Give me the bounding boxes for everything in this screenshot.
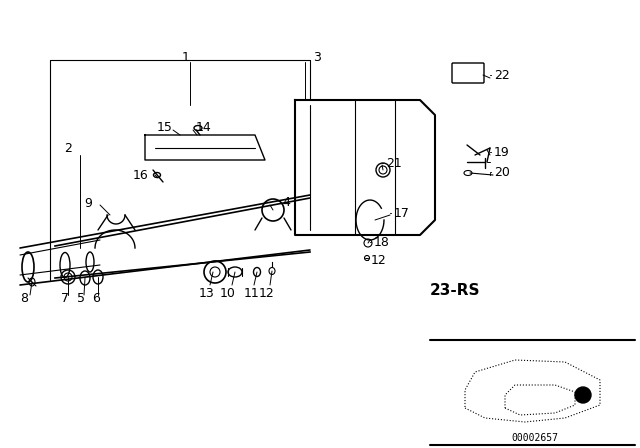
Text: 3: 3 [313, 51, 321, 64]
Text: 00002657: 00002657 [511, 433, 559, 443]
Text: 17: 17 [394, 207, 410, 220]
Text: 10: 10 [220, 287, 236, 300]
Text: 13: 13 [199, 287, 215, 300]
Text: 16: 16 [132, 168, 148, 181]
Text: 12: 12 [371, 254, 387, 267]
Text: 22: 22 [494, 69, 509, 82]
Text: 9: 9 [84, 197, 92, 210]
Text: 21: 21 [386, 156, 402, 169]
Text: 23-RS: 23-RS [430, 283, 481, 297]
Text: 19: 19 [494, 146, 509, 159]
Text: 14: 14 [196, 121, 212, 134]
Text: 18: 18 [374, 236, 390, 249]
Circle shape [575, 387, 591, 403]
FancyBboxPatch shape [452, 63, 484, 83]
Text: 7: 7 [61, 292, 69, 305]
Text: 5: 5 [77, 292, 85, 305]
Text: 1: 1 [182, 51, 190, 64]
Text: 12: 12 [259, 287, 275, 300]
Text: 4: 4 [282, 195, 290, 208]
Text: 11: 11 [244, 287, 260, 300]
Text: 20: 20 [494, 165, 510, 178]
Text: 15: 15 [157, 121, 173, 134]
Text: 6: 6 [92, 292, 100, 305]
Text: 2: 2 [64, 142, 72, 155]
Text: 8: 8 [20, 292, 28, 305]
